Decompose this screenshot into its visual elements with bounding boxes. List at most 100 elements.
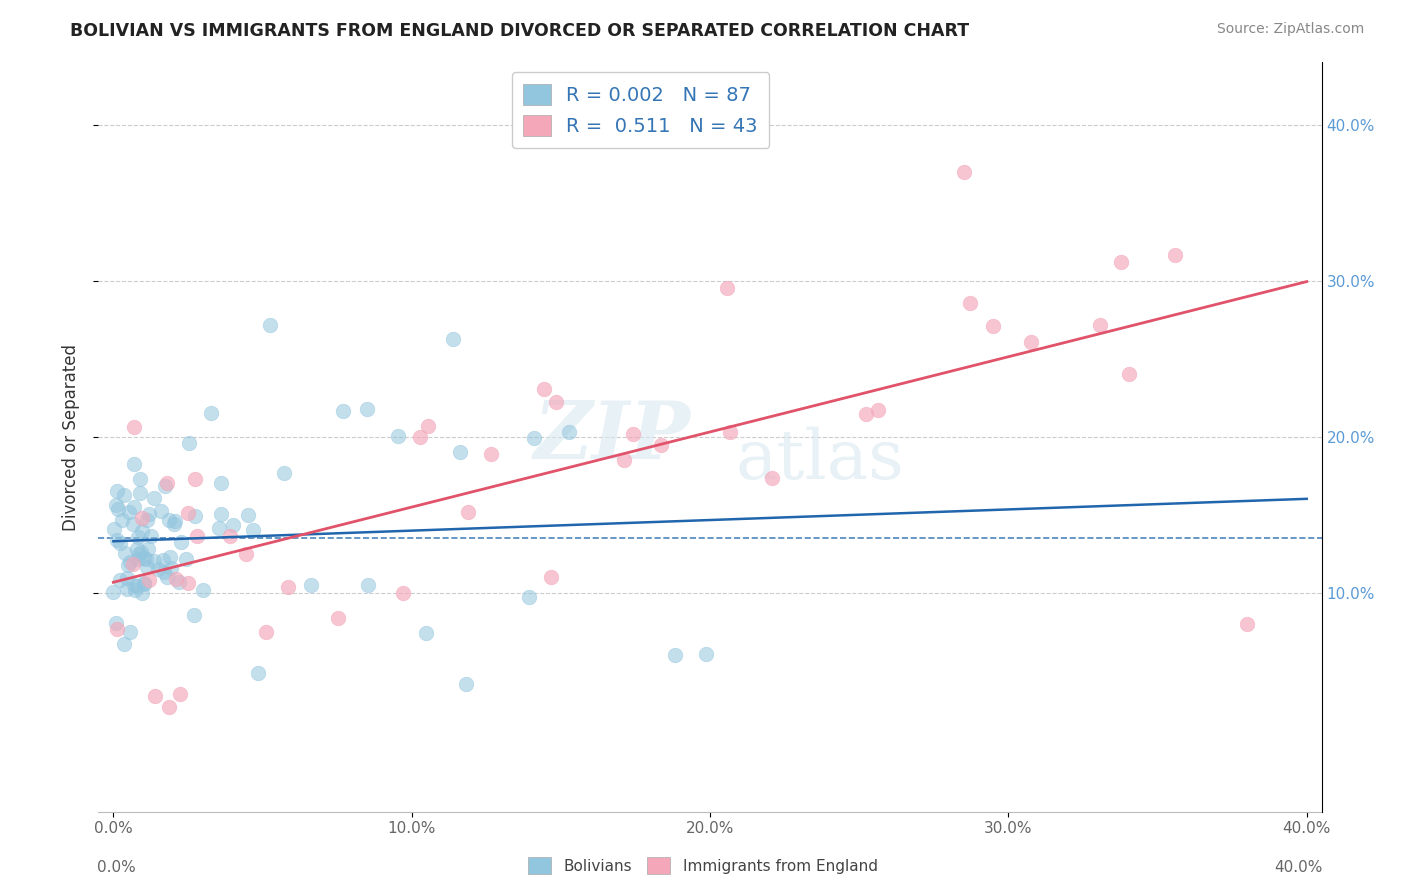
Point	[107, 502, 129, 516]
Point	[855, 408, 877, 422]
Point	[104, 498, 127, 512]
Point	[117, 558, 139, 572]
Point	[167, 574, 190, 589]
Point	[209, 507, 232, 521]
Point	[242, 523, 264, 537]
Point	[1164, 248, 1187, 262]
Point	[222, 517, 245, 532]
Point	[533, 382, 555, 396]
Point	[165, 514, 187, 528]
Point	[134, 575, 156, 590]
Point	[120, 624, 142, 639]
Point	[117, 582, 139, 596]
Point	[184, 509, 207, 524]
Point	[952, 164, 974, 178]
Point	[128, 547, 150, 561]
Point	[122, 420, 145, 434]
Point	[558, 425, 581, 439]
Point	[299, 577, 322, 591]
Point	[236, 508, 259, 522]
Point	[124, 583, 146, 598]
Point	[143, 690, 166, 704]
Point	[416, 419, 439, 434]
Point	[209, 475, 232, 490]
Point	[159, 549, 181, 564]
Point	[138, 507, 160, 521]
Point	[235, 547, 257, 561]
Point	[387, 429, 409, 443]
Point	[157, 699, 180, 714]
Point	[200, 406, 222, 420]
Point	[259, 318, 281, 332]
Point	[441, 332, 464, 346]
Point	[112, 637, 135, 651]
Y-axis label: Divorced or Separated: Divorced or Separated	[62, 343, 80, 531]
Point	[112, 488, 135, 502]
Point	[449, 444, 471, 458]
Point	[141, 529, 163, 543]
Point	[115, 571, 138, 585]
Point	[127, 541, 149, 556]
Point	[1019, 334, 1042, 349]
Point	[118, 556, 141, 570]
Point	[650, 437, 672, 451]
Point	[165, 572, 187, 586]
Point	[1236, 617, 1258, 632]
Point	[1111, 254, 1133, 268]
Point	[191, 582, 214, 597]
Text: atlas: atlas	[735, 426, 904, 492]
Point	[523, 431, 546, 445]
Point	[546, 394, 568, 409]
Point	[174, 551, 197, 566]
Point	[959, 296, 981, 310]
Point	[142, 554, 165, 568]
Point	[981, 318, 1004, 333]
Point	[138, 574, 160, 588]
Point	[517, 590, 540, 604]
Point	[153, 565, 176, 579]
Text: ZIP: ZIP	[534, 399, 690, 475]
Point	[121, 516, 143, 531]
Point	[143, 491, 166, 505]
Point	[254, 625, 277, 640]
Point	[152, 553, 174, 567]
Point	[105, 533, 128, 548]
Point	[114, 546, 136, 560]
Point	[479, 447, 502, 461]
Point	[150, 504, 173, 518]
Point	[208, 521, 231, 535]
Point	[613, 452, 636, 467]
Point	[135, 560, 157, 574]
Point	[117, 505, 139, 519]
Point	[105, 616, 128, 631]
Point	[153, 478, 176, 492]
Point	[356, 402, 378, 417]
Point	[246, 665, 269, 680]
Point	[392, 586, 415, 600]
Point	[131, 511, 153, 525]
Point	[716, 281, 738, 295]
Point	[135, 512, 157, 526]
Point	[695, 648, 717, 662]
Point	[332, 403, 354, 417]
Point	[277, 580, 299, 594]
Point	[127, 579, 149, 593]
Point	[103, 522, 125, 536]
Point	[136, 541, 159, 556]
Point	[127, 530, 149, 544]
Point	[157, 513, 180, 527]
Point	[454, 677, 477, 691]
Point	[108, 573, 131, 587]
Point	[169, 687, 191, 701]
Point	[127, 551, 149, 566]
Point	[132, 551, 155, 566]
Point	[163, 516, 186, 531]
Point	[122, 457, 145, 471]
Point	[131, 524, 153, 538]
Point	[176, 506, 198, 520]
Point	[111, 513, 134, 527]
Point	[184, 472, 207, 486]
Point	[183, 608, 205, 623]
Text: 40.0%: 40.0%	[1274, 861, 1323, 875]
Point	[326, 611, 349, 625]
